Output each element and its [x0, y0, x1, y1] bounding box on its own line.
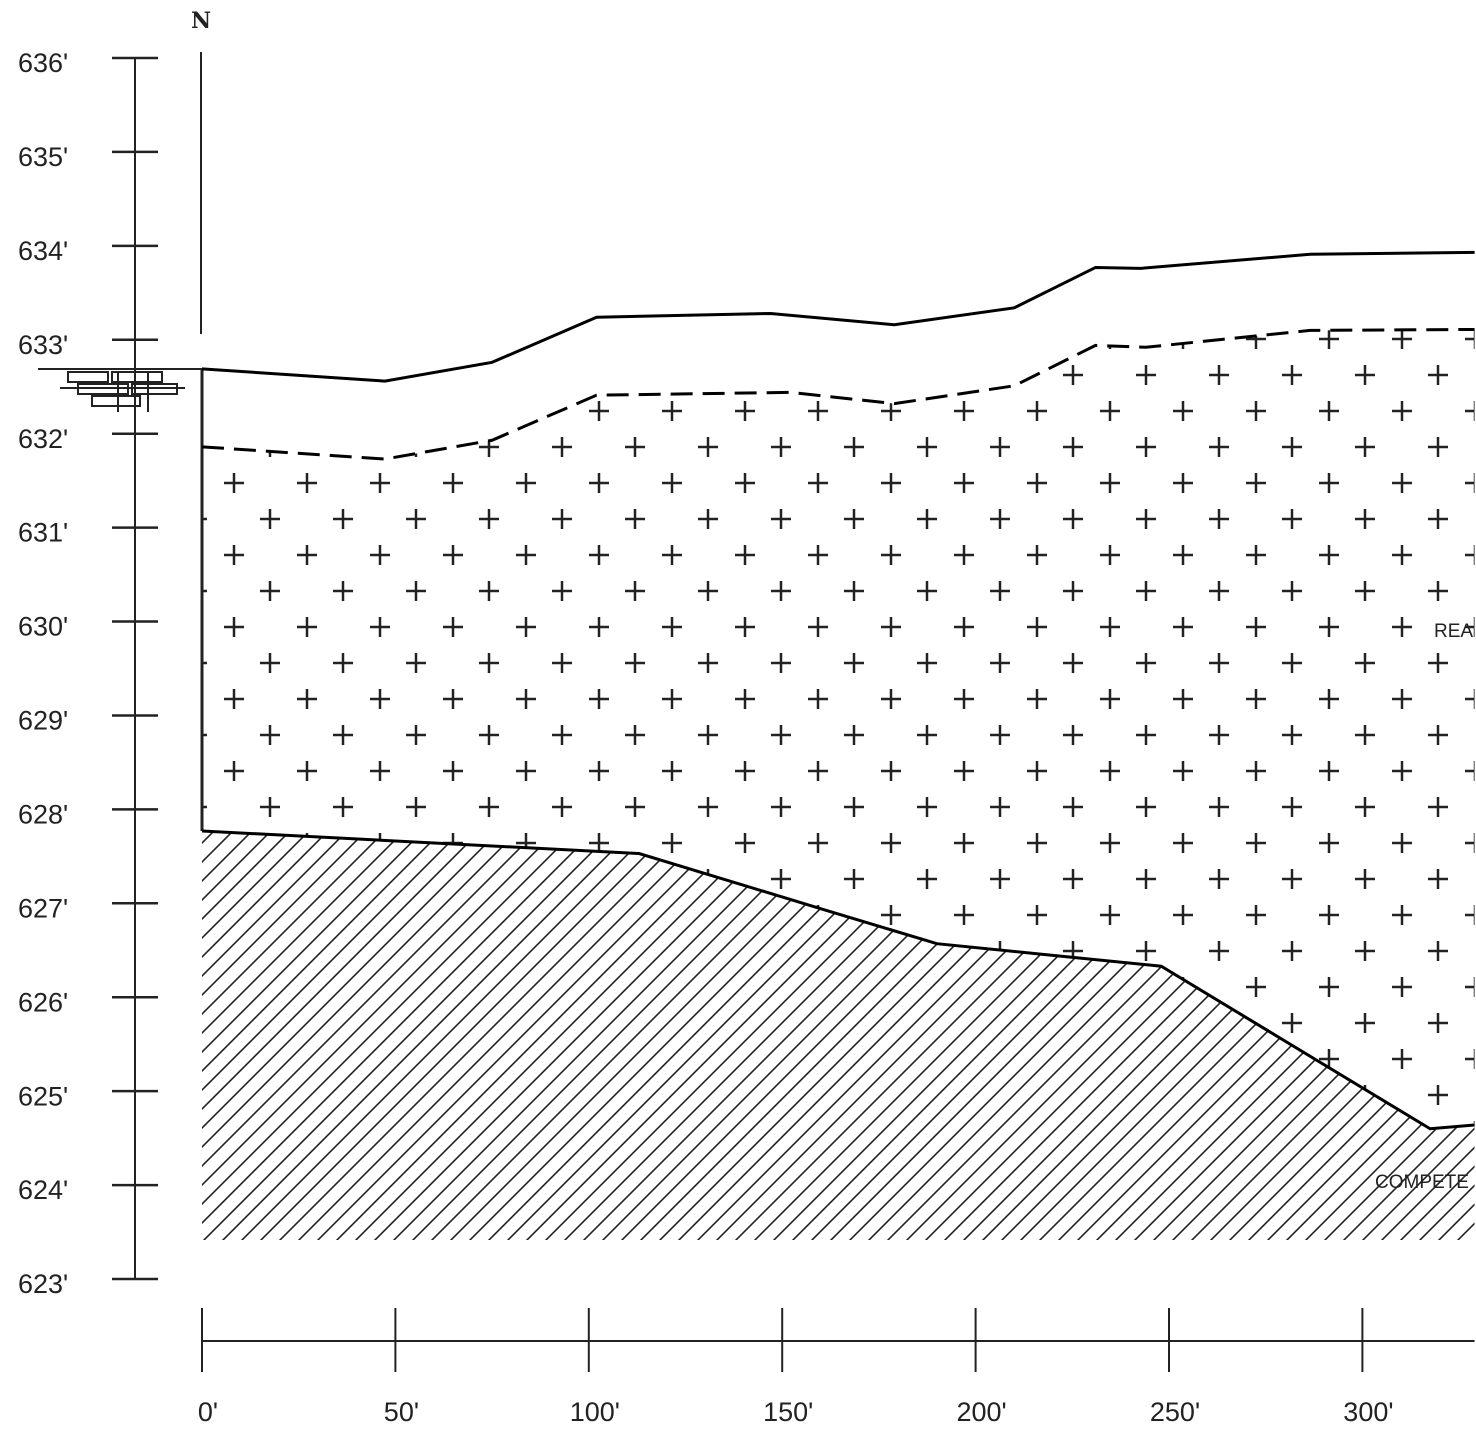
- y-tick-label: 631': [18, 518, 68, 548]
- y-tick-label: 636': [18, 48, 68, 78]
- annotation: REA: [1434, 621, 1473, 642]
- y-tick-label: 624': [18, 1175, 68, 1205]
- y-tick-label: 626': [18, 987, 68, 1017]
- x-tick-label: 150': [763, 1397, 813, 1427]
- y-tick-label: 627': [18, 893, 68, 923]
- x-tick-label: 200': [956, 1397, 1006, 1427]
- x-tick-label: 100': [570, 1397, 620, 1427]
- y-tick-label: 630': [18, 612, 68, 642]
- y-tick-label: 634': [18, 236, 68, 266]
- x-tick-label: 300': [1343, 1397, 1393, 1427]
- y-tick-label: 633': [18, 330, 68, 360]
- x-tick-label: 50': [384, 1397, 419, 1427]
- y-tick-label: 635': [18, 142, 68, 172]
- annotation: COMPETE: [1375, 1172, 1469, 1193]
- y-tick-label: 628': [18, 800, 68, 830]
- y-tick-label: 632': [18, 424, 68, 454]
- x-tick-label: 250': [1150, 1397, 1200, 1427]
- y-tick-label: 623': [18, 1269, 68, 1299]
- y-tick-label: 629': [18, 706, 68, 736]
- x-tick-label: 0': [198, 1397, 218, 1427]
- cross-section: N 636' 635' 634' 633' 632' 631' 630' 629' 628' 62…: [0, 0, 1476, 1431]
- soil-symbol: [38, 369, 202, 412]
- y-tick-label: 625': [18, 1081, 68, 1111]
- north-label: N: [191, 8, 211, 34]
